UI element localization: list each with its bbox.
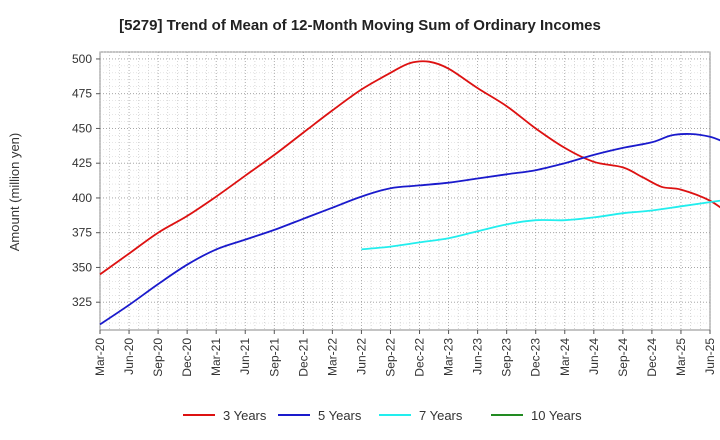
legend-label-7-years: 7 Years bbox=[419, 408, 463, 423]
x-tick-label: Mar-21 bbox=[209, 338, 223, 376]
series-line-3-years bbox=[99, 60, 720, 276]
x-tick-label: Sep-20 bbox=[151, 338, 165, 377]
legend: 3 Years 5 Years 7 Years 10 Years bbox=[183, 408, 582, 423]
series-line-5-years bbox=[99, 133, 720, 326]
chart-title: [5279] Trend of Mean of 12-Month Moving … bbox=[119, 17, 601, 34]
x-tick-label: Jun-23 bbox=[471, 338, 485, 375]
x-tick-label: Mar-25 bbox=[674, 338, 688, 376]
x-tick-label: Jun-20 bbox=[122, 338, 136, 375]
x-tick-label: Jun-25 bbox=[703, 338, 717, 375]
x-tick-label: Sep-22 bbox=[383, 338, 397, 377]
x-tick-label: Sep-23 bbox=[500, 338, 514, 377]
x-tick-label: Jun-24 bbox=[587, 338, 601, 375]
y-tick-label: 325 bbox=[72, 295, 92, 309]
y-tick-label: 400 bbox=[72, 191, 92, 205]
y-tick-label: 450 bbox=[72, 121, 92, 135]
x-tick-label: Dec-24 bbox=[645, 338, 659, 377]
x-tick-label: Mar-24 bbox=[558, 338, 572, 376]
x-tick-label: Dec-21 bbox=[296, 338, 310, 377]
x-tick-label: Dec-23 bbox=[529, 338, 543, 377]
x-tick-label: Jun-21 bbox=[238, 338, 252, 375]
y-tick-label: 350 bbox=[72, 260, 92, 274]
legend-label-5-years: 5 Years bbox=[318, 408, 362, 423]
x-axis: Mar-20 Jun-20 Sep-20 Dec-20 Mar-21 Jun-21 Sep-… bbox=[93, 330, 717, 377]
grid bbox=[99, 51, 711, 330]
series-lines bbox=[99, 60, 720, 326]
y-tick-label: 500 bbox=[72, 52, 92, 66]
x-tick-label: Mar-22 bbox=[325, 338, 339, 376]
y-axis: 325 350 375 400 425 450 475 500 bbox=[72, 52, 100, 309]
x-tick-label: Mar-20 bbox=[93, 338, 107, 376]
y-tick-label: 475 bbox=[72, 87, 92, 101]
y-tick-label: 425 bbox=[72, 156, 92, 170]
y-tick-label: 375 bbox=[72, 226, 92, 240]
x-tick-label: Mar-23 bbox=[442, 338, 456, 376]
x-tick-label: Sep-21 bbox=[267, 338, 281, 377]
legend-label-10-years: 10 Years bbox=[531, 408, 582, 423]
plot-area bbox=[99, 51, 711, 331]
x-tick-label: Jun-22 bbox=[354, 338, 368, 375]
series-line-7-years bbox=[361, 199, 720, 251]
x-tick-label: Dec-20 bbox=[180, 338, 194, 377]
legend-label-3-years: 3 Years bbox=[223, 408, 267, 423]
x-tick-label: Dec-22 bbox=[413, 338, 427, 377]
x-tick-label: Sep-24 bbox=[616, 338, 630, 377]
y-axis-label: Amount (million yen) bbox=[7, 133, 22, 252]
